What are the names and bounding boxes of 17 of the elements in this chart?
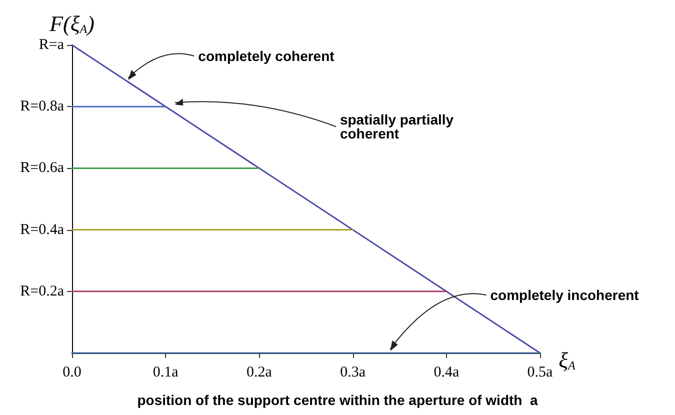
x-tick-label: 0.1a — [152, 364, 179, 380]
y-axis-title: F(ξA) — [48, 11, 94, 36]
y-tick-label: R=0.2a — [20, 283, 64, 300]
y-tick-label: R=0.6a — [20, 160, 64, 176]
x-tick-label: 0.3a — [340, 364, 366, 380]
x-tick-label: 0.4a — [434, 364, 460, 380]
y-tick-label: R=0.8a — [20, 98, 64, 115]
annotation: spatially partially coherent — [340, 112, 454, 142]
y-tick-label: R=0.4a — [20, 222, 64, 238]
annotation: completely incoherent — [490, 287, 640, 303]
x-tick-label: 0.0 — [62, 364, 82, 380]
x-axis-title: ξA — [558, 348, 576, 372]
annotation: completely coherent — [198, 48, 335, 64]
y-tick-label: R=a — [38, 37, 64, 53]
x-tick-label: 0.2a — [246, 364, 272, 380]
text: position of the support centre within the aperture of width a — [137, 392, 538, 408]
x-tick-label: 0.5a — [527, 364, 554, 380]
